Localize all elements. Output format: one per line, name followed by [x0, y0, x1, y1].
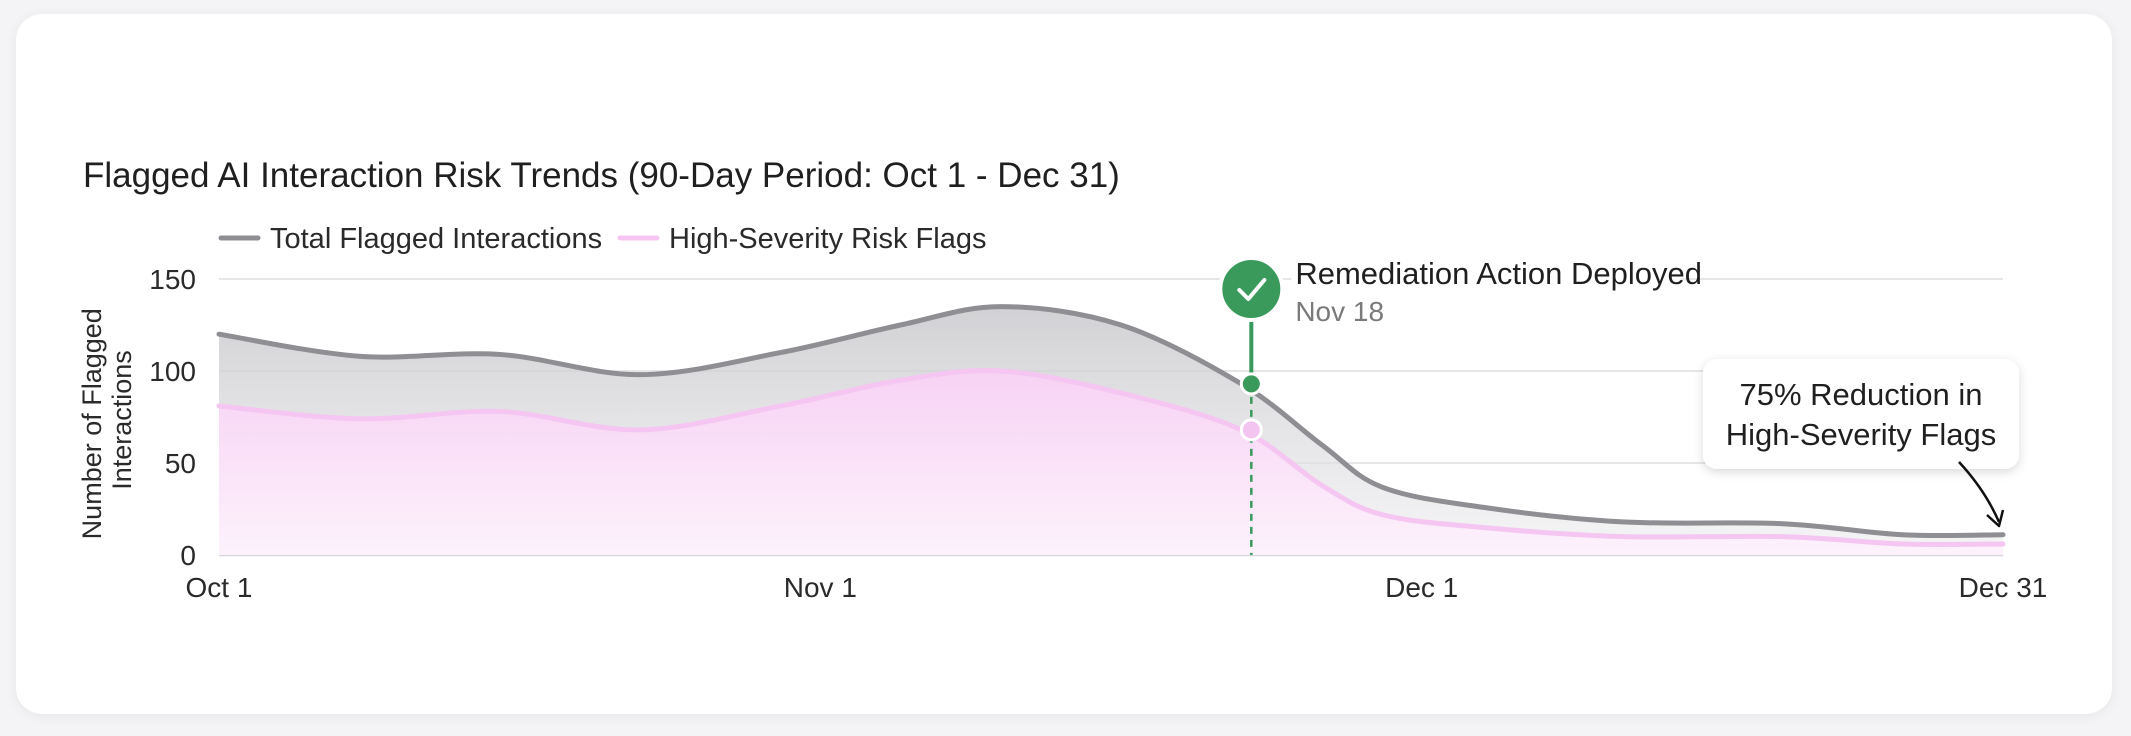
remediation-marker: Remediation Action Deployed Nov 18	[1218, 252, 1702, 555]
remediation-label-background	[1291, 252, 1682, 328]
x-tick-0: Oct 1	[186, 572, 253, 603]
callout-box	[1703, 359, 2019, 469]
plot-lines	[216, 304, 2006, 548]
x-tick-1: Nov 1	[784, 572, 857, 603]
reduction-callout: 75% Reduction in High-Severity Flags	[1703, 359, 2019, 528]
remediation-date: Nov 18	[1295, 296, 1384, 327]
remediation-point-total	[1239, 372, 1263, 396]
remediation-point-high	[1239, 418, 1263, 442]
callout-arrowhead	[1986, 509, 2005, 528]
tick-labels: 0 50 100 150 Oct 1 Nov 1 Dec 1 Dec 31	[149, 264, 2047, 603]
remediation-title: Remediation Action Deployed	[1295, 256, 1702, 291]
y-tick-100: 100	[149, 356, 196, 387]
x-tick-2: Dec 1	[1385, 572, 1458, 603]
x-tick-3: Dec 31	[1959, 572, 2048, 603]
legend-label-high: High-Severity Risk Flags	[669, 223, 986, 255]
y-tick-50: 50	[165, 448, 196, 479]
plot-areas	[219, 306, 2003, 555]
y-axis-label: Number of Flagged Interactions	[77, 301, 137, 540]
y-tick-150: 150	[149, 264, 196, 295]
y-axis-label-line-2: Interactions	[107, 350, 137, 490]
callout-line-2: High-Severity Flags	[1726, 417, 1996, 452]
callout-line-1: 75% Reduction in	[1740, 377, 1983, 412]
check-icon	[1237, 278, 1267, 301]
legend-label-total: Total Flagged Interactions	[270, 223, 602, 255]
remediation-badge	[1218, 256, 1285, 322]
line-total	[216, 304, 2006, 539]
chart-title: Flagged AI Interaction Risk Trends (90-D…	[83, 156, 1120, 195]
area-high	[219, 370, 2003, 555]
legend: Total Flagged Interactions High-Severity…	[218, 223, 986, 255]
callout-arrow	[1958, 461, 2001, 523]
y-tick-0: 0	[180, 540, 196, 571]
line-high	[216, 368, 2006, 548]
y-axis-label-line-1: Number of Flagged	[77, 308, 107, 539]
